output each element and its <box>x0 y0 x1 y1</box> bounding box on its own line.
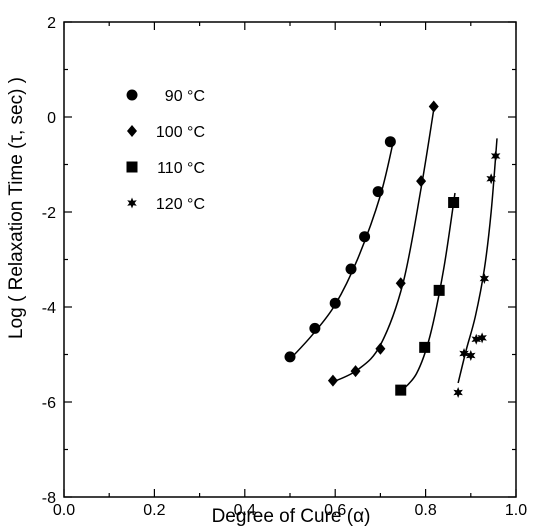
data-point-star <box>479 273 490 284</box>
data-point-star <box>466 349 476 361</box>
data-point-square <box>419 341 431 353</box>
legend-label: 90 °C <box>165 88 205 105</box>
fit-curve-0 <box>289 138 395 360</box>
data-point-star <box>477 332 487 344</box>
data-point-diamond <box>375 342 386 355</box>
y-tick-label: 2 <box>47 15 56 32</box>
x-tick-label: 0.4 <box>234 502 256 519</box>
data-point-star <box>453 387 463 398</box>
data-point-circle <box>329 297 341 309</box>
legend: 90 °C 100 °C 110 °C 120 °C <box>126 88 205 213</box>
axis-ticks: 0.0 0.2 0.4 0.6 0.8 1.0 -8 -6 -4 -2 0 2 <box>42 15 527 519</box>
data-point-circle <box>372 186 384 198</box>
legend-marker-star <box>127 197 137 209</box>
y-tick-label: -4 <box>42 300 56 317</box>
fit-curve-2 <box>400 192 456 393</box>
data-point-star <box>471 333 481 345</box>
data-point-star <box>486 173 496 185</box>
x-tick-label: 0.2 <box>143 502 165 519</box>
data-point-star <box>490 150 501 162</box>
data-point-square <box>395 384 407 396</box>
y-tick-label: 0 <box>47 110 56 127</box>
legend-label: 120 °C <box>156 196 205 213</box>
y-tick-label: -2 <box>42 205 56 222</box>
legend-marker-diamond <box>127 125 137 137</box>
data-point-star <box>459 348 469 360</box>
y-tick-label: -6 <box>42 395 56 412</box>
fit-curve-1 <box>332 103 436 383</box>
data-points <box>284 100 501 398</box>
data-point-square <box>448 197 460 208</box>
legend-label: 100 °C <box>156 124 205 141</box>
legend-marker-square <box>126 161 138 173</box>
x-tick-label: 0.8 <box>414 502 436 519</box>
data-point-diamond <box>428 100 439 113</box>
data-point-diamond <box>416 175 427 188</box>
y-axis-title: Log ( Relaxation Time (τ, sec) ) <box>6 77 27 339</box>
x-tick-label: 0.0 <box>53 502 75 519</box>
data-point-circle <box>309 322 321 334</box>
data-point-diamond <box>395 277 406 290</box>
fit-curves <box>289 103 498 393</box>
data-point-circle <box>345 263 357 275</box>
x-tick-label: 1.0 <box>505 502 527 519</box>
data-point-diamond <box>327 374 338 387</box>
data-point-circle <box>284 351 296 363</box>
data-point-circle <box>359 231 371 243</box>
legend-marker-circle <box>126 89 138 101</box>
legend-label: 110 °C <box>157 160 205 177</box>
x-axis-title: Degree of Cure (α) <box>212 506 371 526</box>
y-tick-label: -8 <box>42 490 56 507</box>
data-point-square <box>433 284 445 296</box>
data-point-diamond <box>350 365 361 378</box>
x-tick-label: 0.6 <box>324 502 346 519</box>
data-point-circle <box>384 136 396 148</box>
